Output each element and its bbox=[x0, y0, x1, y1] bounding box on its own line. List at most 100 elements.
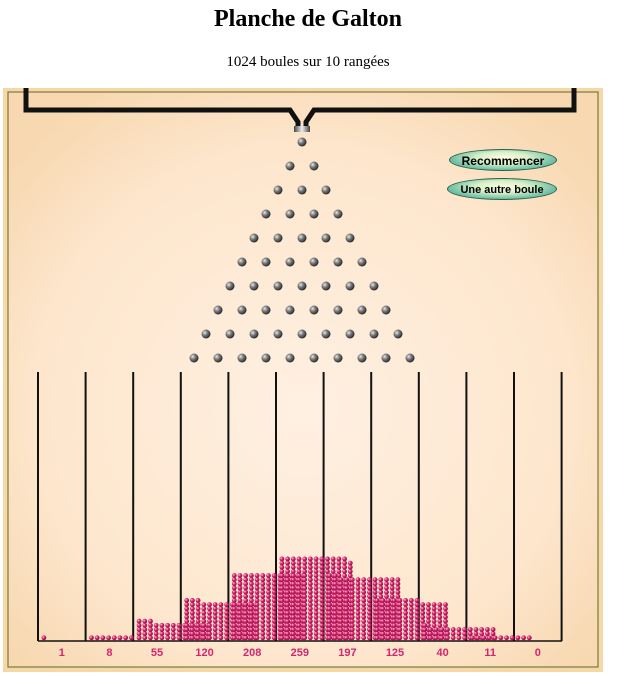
ball bbox=[332, 573, 338, 578]
ball bbox=[391, 606, 397, 612]
ball bbox=[266, 614, 271, 620]
ball bbox=[170, 635, 176, 641]
ball bbox=[384, 581, 389, 587]
ball bbox=[207, 602, 212, 607]
ball bbox=[391, 598, 397, 603]
ball bbox=[380, 602, 386, 607]
ball bbox=[367, 614, 372, 620]
ball bbox=[249, 598, 254, 603]
ball bbox=[243, 635, 249, 641]
ball bbox=[201, 614, 207, 620]
ball bbox=[266, 631, 271, 637]
ball bbox=[344, 627, 349, 632]
ball bbox=[201, 622, 207, 628]
ball bbox=[290, 602, 296, 607]
ball bbox=[403, 618, 408, 624]
bin-count-label: 125 bbox=[386, 647, 404, 659]
ball bbox=[279, 556, 285, 562]
ball bbox=[313, 614, 319, 620]
ball bbox=[344, 589, 349, 595]
ball bbox=[231, 635, 237, 641]
ball bbox=[285, 635, 290, 641]
ball bbox=[184, 622, 190, 628]
ball bbox=[159, 635, 165, 641]
bin-count-label: 197 bbox=[338, 647, 356, 659]
ball bbox=[391, 622, 397, 628]
ball bbox=[148, 618, 153, 624]
ball bbox=[279, 631, 285, 637]
ball bbox=[153, 622, 159, 628]
ball bbox=[249, 577, 254, 583]
ball bbox=[224, 602, 230, 607]
ball bbox=[367, 622, 372, 628]
ball bbox=[207, 622, 212, 628]
ball bbox=[374, 631, 380, 637]
ball bbox=[184, 627, 190, 632]
ball bbox=[330, 569, 336, 574]
another-ball-button[interactable]: Une autre boule bbox=[447, 178, 557, 200]
ball bbox=[207, 618, 212, 624]
ball bbox=[279, 618, 285, 624]
ball bbox=[296, 589, 302, 595]
ball bbox=[285, 602, 290, 607]
ball bbox=[302, 631, 308, 637]
ball bbox=[136, 635, 142, 641]
ball bbox=[190, 602, 195, 607]
ball bbox=[302, 581, 308, 587]
ball bbox=[445, 635, 450, 641]
ball bbox=[332, 627, 338, 632]
peg bbox=[333, 305, 343, 315]
ball bbox=[176, 635, 182, 641]
ball bbox=[290, 577, 296, 583]
peg bbox=[213, 305, 223, 315]
ball bbox=[374, 618, 380, 624]
ball bbox=[378, 589, 384, 595]
ball bbox=[249, 622, 254, 628]
ball bbox=[349, 577, 355, 583]
ball bbox=[437, 622, 443, 628]
ball bbox=[308, 627, 313, 632]
peg bbox=[297, 329, 307, 339]
ball bbox=[445, 627, 450, 632]
ball bbox=[136, 622, 142, 628]
ball bbox=[367, 627, 372, 632]
ball bbox=[308, 593, 313, 599]
ball bbox=[319, 593, 325, 599]
ball bbox=[231, 614, 237, 620]
ball bbox=[148, 631, 153, 637]
ball bbox=[380, 614, 386, 620]
ball bbox=[290, 593, 296, 599]
ball bbox=[249, 589, 254, 595]
ball bbox=[271, 606, 277, 612]
ball bbox=[207, 614, 212, 620]
ball bbox=[397, 614, 403, 620]
ball bbox=[380, 618, 386, 624]
ball bbox=[395, 577, 401, 583]
peg bbox=[273, 185, 283, 195]
ball bbox=[302, 635, 308, 641]
ball bbox=[243, 602, 249, 607]
ball bbox=[327, 589, 332, 595]
ball bbox=[349, 589, 355, 595]
ball bbox=[308, 564, 313, 570]
ball bbox=[338, 635, 344, 641]
peg bbox=[285, 257, 295, 267]
ball bbox=[361, 606, 367, 612]
ball bbox=[431, 614, 437, 620]
ball bbox=[254, 606, 260, 612]
hopper-spout bbox=[294, 126, 310, 132]
ball bbox=[266, 610, 271, 616]
ball bbox=[367, 577, 372, 583]
ball bbox=[212, 606, 218, 612]
ball bbox=[355, 581, 361, 587]
ball bbox=[237, 610, 243, 616]
ball bbox=[308, 606, 313, 612]
ball bbox=[296, 598, 302, 603]
ball bbox=[347, 560, 353, 566]
ball bbox=[231, 610, 237, 616]
ball bbox=[336, 573, 342, 578]
ball bbox=[218, 635, 224, 641]
restart-button[interactable]: Recommencer bbox=[449, 149, 557, 171]
ball bbox=[296, 631, 302, 637]
ball bbox=[290, 598, 296, 603]
